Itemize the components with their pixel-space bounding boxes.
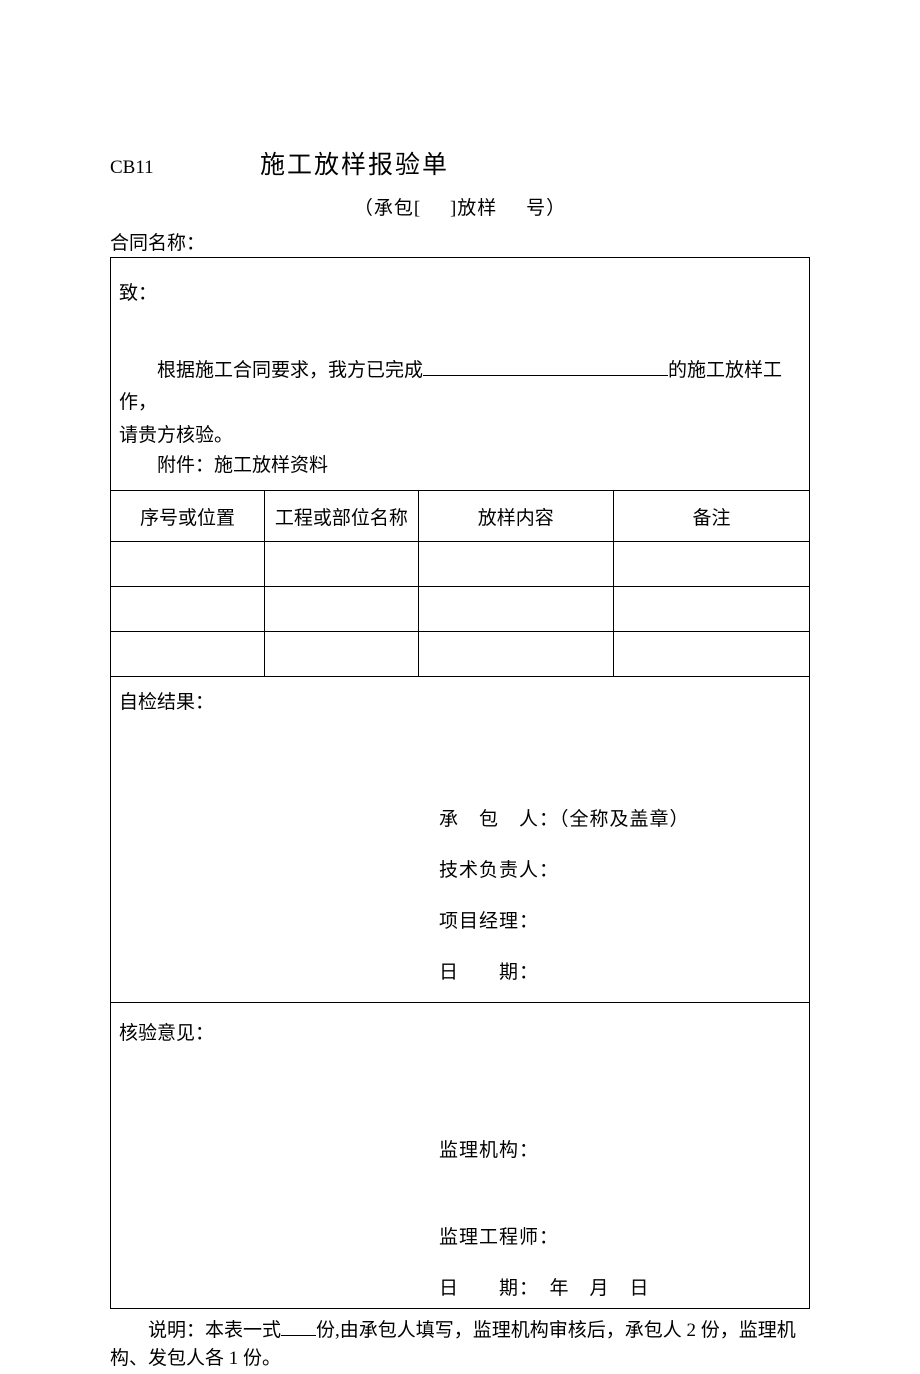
table-cell[interactable] <box>418 631 613 676</box>
page-container: CB11 施工放样报验单 （承包[ ]放样 号） 合同名称： 致： 根据施工合同… <box>0 0 920 1374</box>
table-cell[interactable] <box>111 631 265 676</box>
col-header-2: 放样内容 <box>418 491 613 541</box>
subtitle-mid: ]放样 <box>450 198 497 219</box>
supervisor-org-label: 监理机构： <box>439 1135 801 1162</box>
subtitle-prefix: （承包[ <box>354 198 421 219</box>
table-header-row: 序号或位置 工程或部位名称 放样内容 备注 <box>111 491 809 541</box>
table-cell[interactable] <box>265 631 419 676</box>
copies-blank-field[interactable] <box>281 1315 316 1336</box>
col-header-0: 序号或位置 <box>111 491 265 541</box>
to-label: 致： <box>119 278 801 305</box>
verify-label: 核验意见： <box>119 1018 801 1045</box>
table-row <box>111 631 809 676</box>
verify-section: 核验意见： 监理机构： 监理工程师： 日 期： 年 月 日 <box>111 1003 809 1308</box>
table-row <box>111 541 809 586</box>
date-label-1: 日 期： <box>439 957 801 984</box>
data-table: 序号或位置 工程或部位名称 放样内容 备注 <box>111 491 809 677</box>
table-cell[interactable] <box>111 586 265 631</box>
table-cell[interactable] <box>614 541 809 586</box>
attachment-label: 附件：施工放样资料 <box>119 452 801 481</box>
subtitle: （承包[ ]放样 号） <box>110 193 810 220</box>
pm-label: 项目经理： <box>439 906 801 933</box>
table-cell[interactable] <box>418 541 613 586</box>
form-code: CB11 <box>110 157 260 179</box>
table-cell[interactable] <box>614 631 809 676</box>
col-header-1: 工程或部位名称 <box>265 491 419 541</box>
table-row <box>111 586 809 631</box>
table-cell[interactable] <box>265 541 419 586</box>
supervisor-eng-label: 监理工程师： <box>439 1222 801 1249</box>
subtitle-suffix: 号） <box>526 198 566 219</box>
supervisor-signature-block: 监理机构： 监理工程师： 日 期： 年 月 日 <box>119 1135 801 1300</box>
date-label-2: 日 期： 年 月 日 <box>439 1273 801 1300</box>
tech-lead-label: 技术负责人： <box>439 855 801 882</box>
table-cell[interactable] <box>265 586 419 631</box>
contract-name-label: 合同名称： <box>110 228 810 255</box>
table-cell[interactable] <box>418 586 613 631</box>
footer-prefix: 说明：本表一式 <box>148 1320 281 1341</box>
body-blank-field[interactable] <box>423 355 668 376</box>
self-check-label: 自检结果： <box>119 687 801 714</box>
footer-note: 说明：本表一式份,由承包人填写，监理机构审核后，承包人 2 份，监理机构、发包人… <box>110 1315 810 1374</box>
header-row: CB11 施工放样报验单 <box>110 145 810 181</box>
body-prefix: 根据施工合同要求，我方已完成 <box>157 360 423 381</box>
contractor-label: 承 包 人：（全称及盖章） <box>439 804 801 831</box>
contractor-signature-block: 承 包 人：（全称及盖章） 技术负责人： 项目经理： 日 期： <box>119 804 801 984</box>
self-check-section: 自检结果： 承 包 人：（全称及盖章） 技术负责人： 项目经理： 日 期： <box>111 677 809 1003</box>
body-text-line1: 根据施工合同要求，我方已完成的施工放样工作， <box>119 355 801 420</box>
body-text-line2: 请贵方核验。 <box>119 420 801 452</box>
form-title: 施工放样报验单 <box>260 145 449 181</box>
table-cell[interactable] <box>614 586 809 631</box>
col-header-3: 备注 <box>614 491 809 541</box>
table-cell[interactable] <box>111 541 265 586</box>
to-section: 致： 根据施工合同要求，我方已完成的施工放样工作， 请贵方核验。 附件：施工放样… <box>111 258 809 491</box>
main-form-box: 致： 根据施工合同要求，我方已完成的施工放样工作， 请贵方核验。 附件：施工放样… <box>110 257 810 1309</box>
